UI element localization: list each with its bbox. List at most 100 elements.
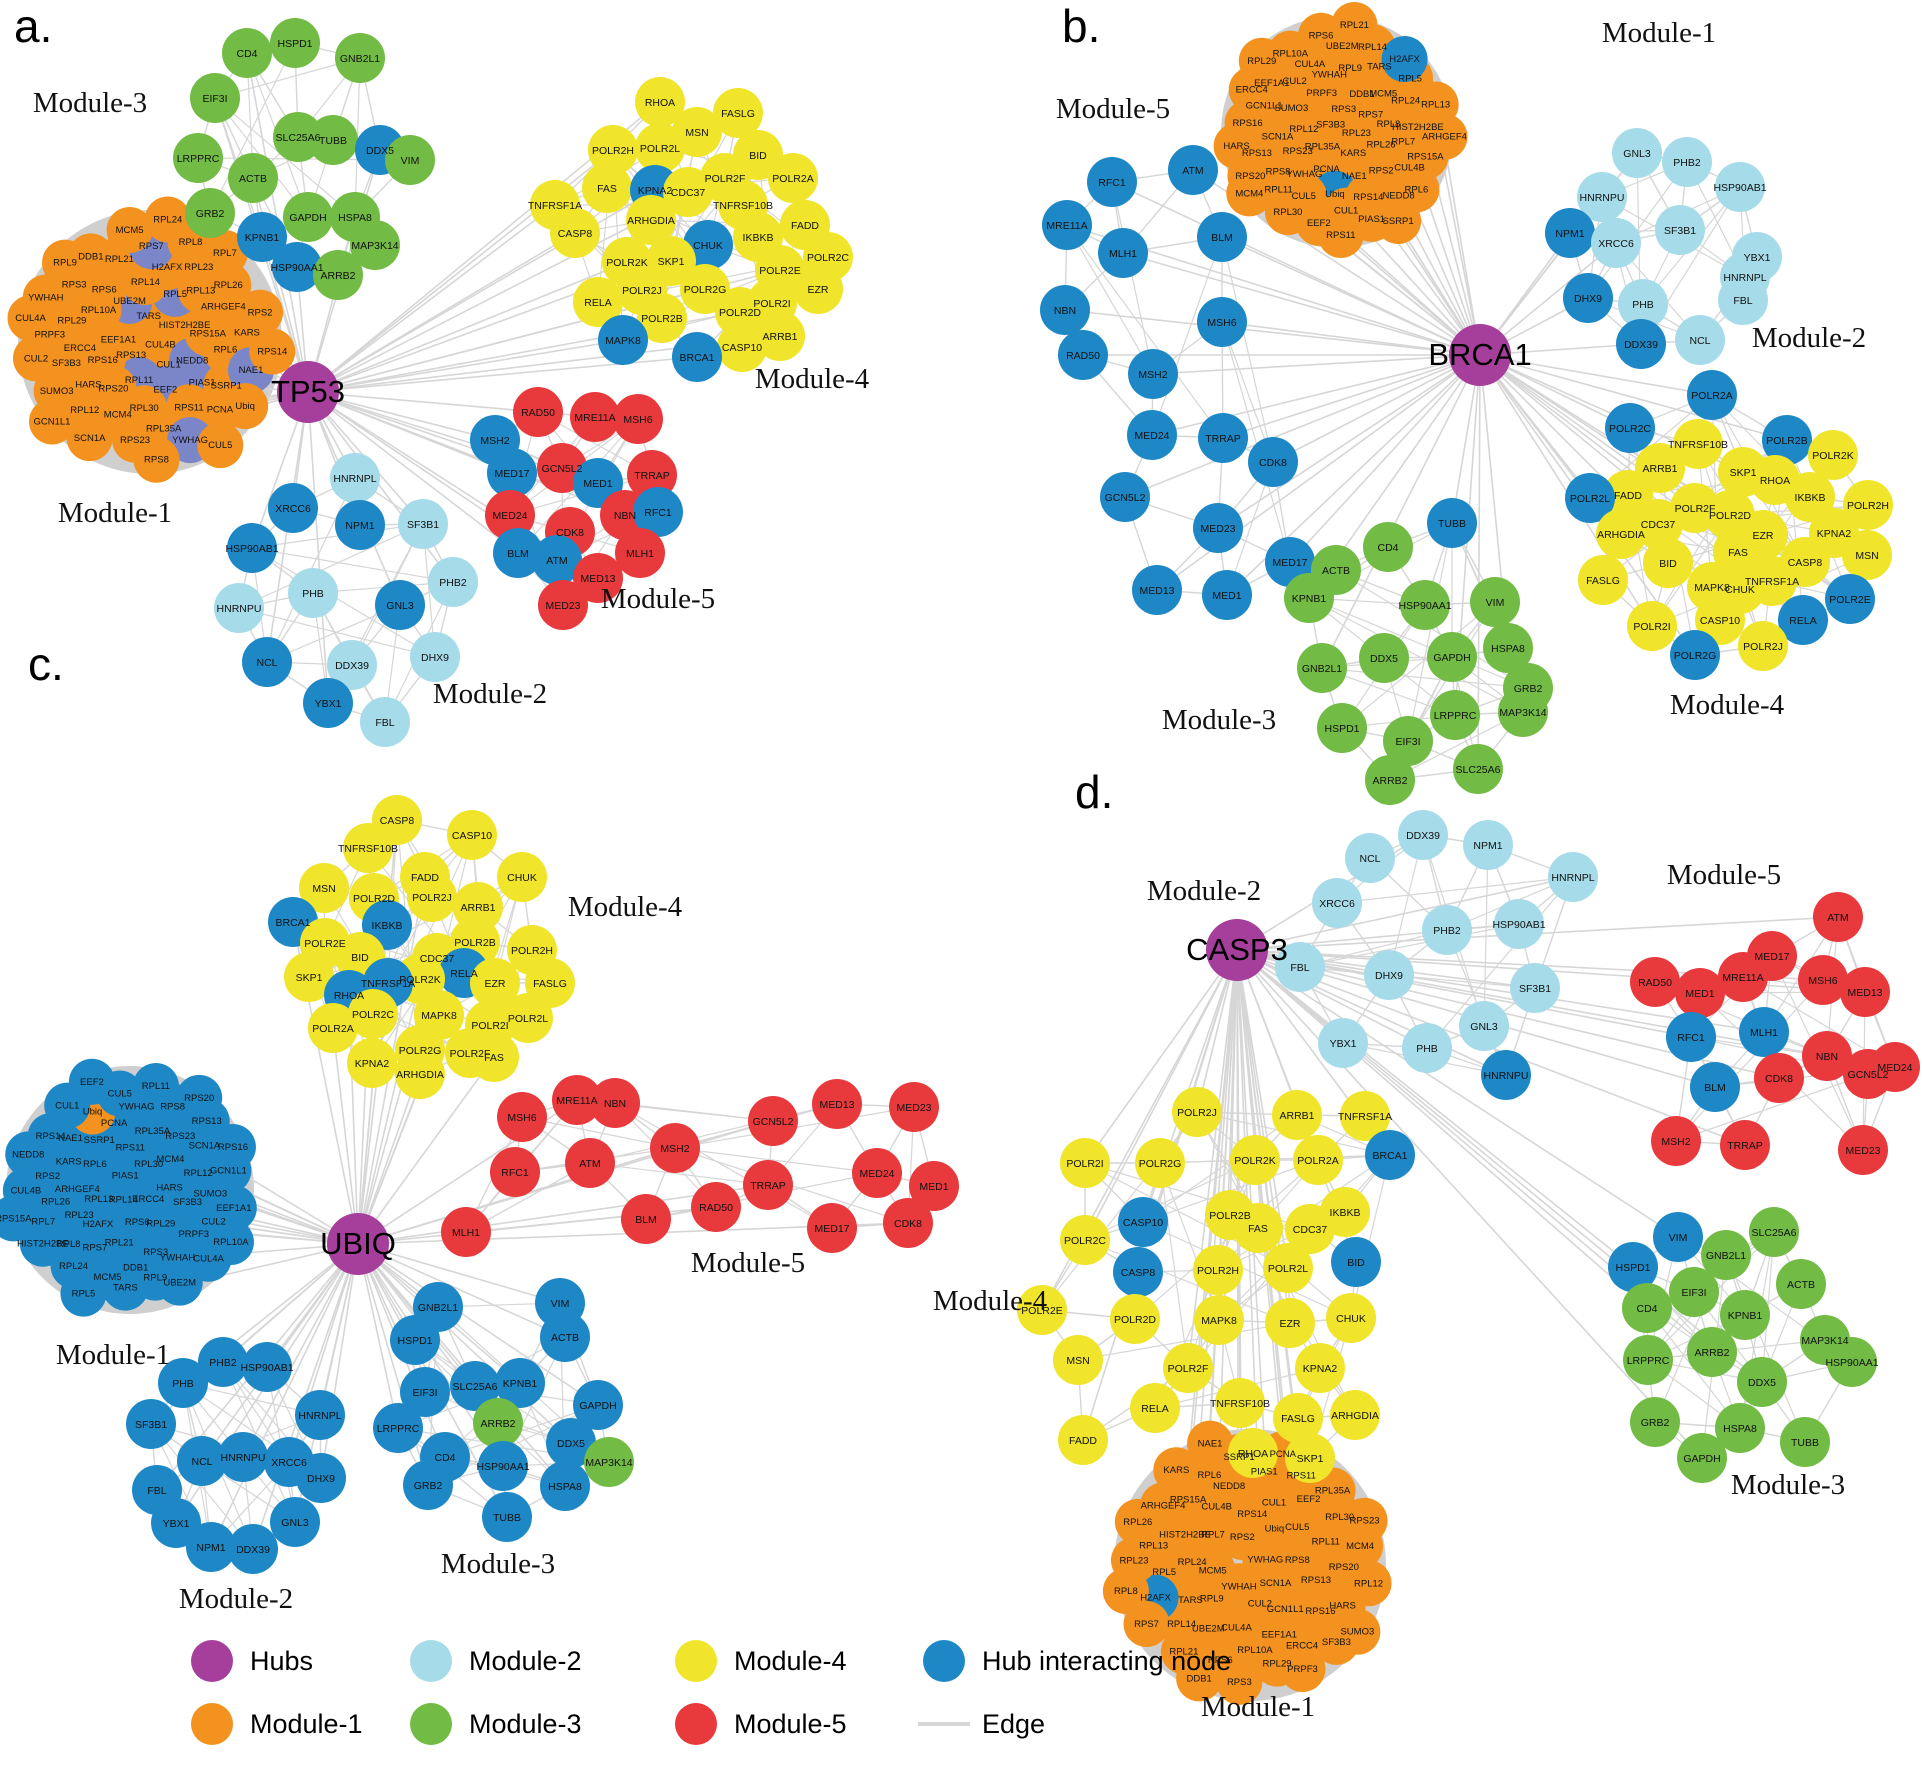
module-label: Module-2	[1147, 875, 1261, 907]
edge	[1221, 321, 1481, 356]
node-label: CDC37	[1293, 1224, 1328, 1236]
node-label: NBN	[1816, 1051, 1838, 1063]
node-label: MED13	[819, 1099, 854, 1111]
hub-node	[1449, 324, 1511, 386]
network-node	[1545, 208, 1595, 258]
node-label: SF3B3	[1316, 119, 1345, 130]
node-label: YWHAG	[172, 435, 208, 446]
edge	[1187, 949, 1238, 1369]
node-label: CDC37	[1641, 519, 1676, 531]
network-node	[1643, 538, 1693, 588]
node-label: GCN1L1	[1267, 1604, 1304, 1615]
network-node	[1265, 1298, 1315, 1348]
network-node	[532, 535, 582, 585]
module-label: Module-3	[1731, 1469, 1845, 1501]
network-node	[469, 1032, 519, 1082]
network-node	[540, 1461, 590, 1511]
node-label: CASP8	[558, 228, 593, 240]
legend-label: Module-2	[469, 1646, 582, 1676]
network-node	[1187, 1420, 1234, 1467]
module-label: Module-3	[441, 1548, 555, 1580]
module-label: Module-5	[691, 1247, 805, 1279]
node-label: LRPPRC	[1434, 710, 1477, 722]
node-label: RPL12	[184, 1168, 213, 1179]
node-label: DDX5	[1748, 1377, 1776, 1389]
node-label: CHUK	[693, 240, 723, 252]
node-label: RPS7	[1358, 109, 1383, 120]
node-label: YBX1	[1330, 1038, 1357, 1050]
network-node	[573, 277, 623, 327]
node-label: UBE2M	[113, 296, 146, 307]
node-label: RPS8	[1266, 166, 1291, 177]
node-label: UBE2M	[1326, 41, 1359, 52]
node-label: FADD	[411, 872, 439, 884]
node-label: MLH1	[1750, 1027, 1778, 1039]
node-label: RPL7	[1201, 1529, 1225, 1540]
network-node	[288, 568, 338, 618]
network-node	[398, 499, 448, 549]
network-node	[550, 208, 600, 258]
node-label: CDK8	[894, 1218, 922, 1230]
node-label: RPL12	[70, 405, 99, 416]
node-label: BRCA1	[679, 352, 714, 364]
panel-c-labels: RPL14 PIAS1 ERCC4 RPL13 RPL30 RPS6 RPL6 HARS H2A…	[0, 638, 949, 1615]
edge	[614, 1102, 774, 1122]
network-node	[470, 958, 520, 1008]
module-label: Module-5	[601, 583, 715, 615]
node-label: RPL26	[214, 280, 243, 291]
node-label: ARRB2	[1694, 1347, 1729, 1359]
network-node	[1163, 1343, 1213, 1393]
network-node	[1453, 744, 1503, 794]
network-node	[144, 196, 191, 243]
node-label: DDB1	[123, 1262, 148, 1273]
node-label: ARHGEF4	[1141, 1500, 1186, 1511]
node-label: MED1	[919, 1181, 948, 1193]
network-node	[1701, 1230, 1751, 1280]
node-label: MAPK8	[421, 1010, 457, 1022]
network-node	[1213, 123, 1260, 170]
node-label: CASP8	[380, 815, 415, 827]
node-label: RPL35A	[1305, 142, 1341, 153]
node-label: EEF1A1	[216, 1203, 251, 1214]
network-node	[1669, 1267, 1719, 1317]
node-label: RPS23	[1283, 146, 1313, 157]
node-label: POLR2A	[772, 173, 813, 185]
node-label: CASP10	[452, 830, 492, 842]
node-label: GNB2L1	[418, 1302, 458, 1314]
network-node	[743, 1160, 793, 1210]
edge	[214, 57, 361, 99]
network-node	[621, 1194, 671, 1244]
node-label: POLR2D	[719, 307, 761, 319]
node-label: TNFRSF1A	[1745, 576, 1799, 588]
node-label: MSH6	[507, 1112, 536, 1124]
panel-a-nodes	[7, 18, 853, 747]
network-node	[1459, 1001, 1509, 1051]
network-node	[201, 230, 248, 277]
network-node	[1135, 1138, 1185, 1188]
node-label: TNFRSF1A	[1338, 1111, 1392, 1123]
node-label: POLR2I	[471, 1020, 508, 1032]
node-label: EEF1A1	[101, 334, 136, 345]
node-label: HSPD1	[1615, 1262, 1650, 1274]
node-label: MAPK8	[1201, 1315, 1237, 1327]
node-label: H2AFX	[1140, 1593, 1171, 1604]
node-label: PHB2	[439, 577, 467, 589]
edge	[307, 261, 628, 393]
node-label: POLR2A	[312, 1023, 353, 1035]
node-label: DDB1	[1349, 89, 1374, 100]
node-label: RPL6	[214, 345, 238, 356]
node-label: RELA	[584, 297, 611, 309]
node-label: MCM4	[1235, 188, 1263, 199]
node-label: POLR2H	[511, 945, 553, 957]
node-label: EIF3I	[1395, 736, 1420, 748]
node-label: EZR	[808, 284, 829, 296]
node-label: CUL2	[1248, 1598, 1272, 1609]
legend-swatch-hub	[191, 1640, 233, 1682]
network-node	[503, 993, 553, 1043]
network-node	[0, 1195, 37, 1242]
node-label: ARHGDIA	[627, 215, 675, 227]
node-label: ARRB1	[460, 902, 495, 914]
node-label: POLR2C	[1064, 1235, 1106, 1247]
network-node	[395, 1049, 445, 1099]
